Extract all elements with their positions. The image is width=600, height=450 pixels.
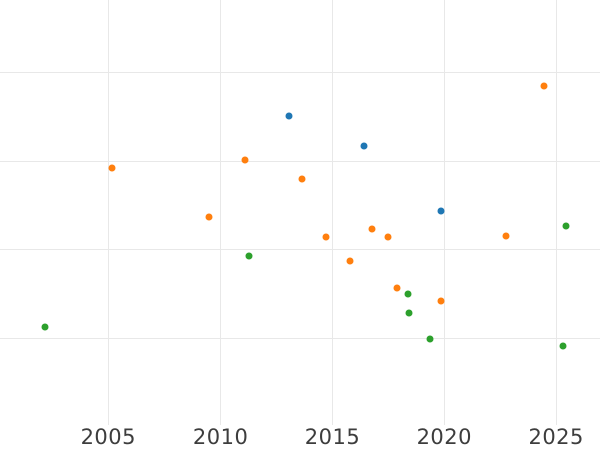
- horizontal-gridline: [0, 160, 600, 162]
- vertical-gridline: [555, 0, 557, 425]
- data-point-blue: [437, 207, 444, 215]
- data-point-orange: [393, 284, 401, 292]
- horizontal-gridline: [0, 249, 600, 251]
- data-point-orange: [298, 175, 306, 182]
- data-point-green: [405, 309, 413, 317]
- data-point-blue: [285, 112, 293, 119]
- data-point-green: [426, 335, 434, 342]
- data-point-green: [245, 252, 253, 260]
- vertical-gridline: [443, 0, 445, 425]
- vertical-gridline: [107, 0, 109, 425]
- data-point-orange: [322, 233, 330, 241]
- vertical-gridline: [332, 0, 333, 425]
- data-point-blue: [360, 142, 368, 149]
- data-point-green: [562, 222, 569, 229]
- x-tick-label: 2020: [416, 425, 473, 449]
- vertical-gridline: [220, 0, 222, 425]
- data-point-green: [404, 290, 412, 298]
- x-tick-label: 2010: [192, 425, 249, 449]
- data-point-orange: [540, 82, 548, 89]
- data-point-orange: [502, 232, 510, 240]
- data-point-orange: [241, 156, 248, 164]
- data-point-green: [559, 342, 567, 350]
- x-tick-label: 2005: [80, 425, 137, 449]
- data-point-orange: [384, 233, 392, 241]
- data-point-orange: [368, 225, 375, 233]
- data-point-green: [41, 323, 49, 330]
- horizontal-gridline: [0, 72, 600, 73]
- x-tick-label: 2015: [304, 425, 361, 449]
- data-point-orange: [205, 213, 212, 221]
- data-point-orange: [437, 297, 445, 305]
- data-point-orange: [346, 257, 354, 265]
- data-point-orange: [108, 164, 116, 172]
- x-tick-label: 2025: [528, 425, 584, 449]
- horizontal-gridline: [0, 338, 600, 339]
